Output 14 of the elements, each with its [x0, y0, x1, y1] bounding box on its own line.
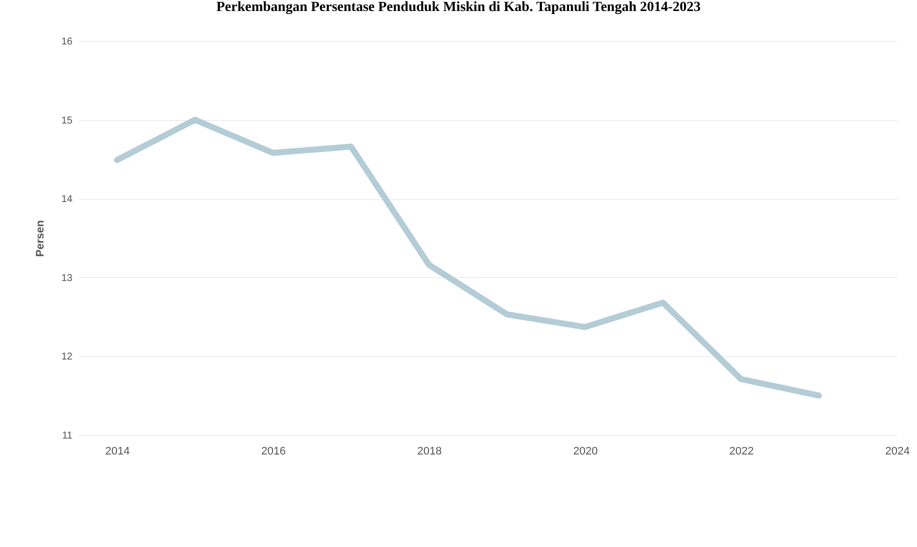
- x-tick-label: 2020: [573, 446, 598, 458]
- y-tick-label: 16: [61, 36, 73, 48]
- chart-title: Perkembangan Persentase Penduduk Miskin di Kab. Tapanuli Tengah 2014-2023: [216, 0, 701, 15]
- y-tick-label: 14: [61, 194, 73, 206]
- y-tick-label: 13: [61, 272, 73, 284]
- x-tick-label: 2024: [885, 446, 910, 458]
- y-tick-label: 12: [61, 352, 73, 363]
- x-tick-label: 2016: [261, 446, 286, 458]
- x-tick-label: 2014: [105, 446, 130, 458]
- x-tick-label: 2022: [729, 446, 754, 458]
- y-tick-label: 15: [61, 115, 73, 126]
- x-tick-label: 2018: [417, 446, 442, 458]
- y-axis-title: Persen: [34, 220, 46, 257]
- y-tick-label: 11: [62, 430, 73, 442]
